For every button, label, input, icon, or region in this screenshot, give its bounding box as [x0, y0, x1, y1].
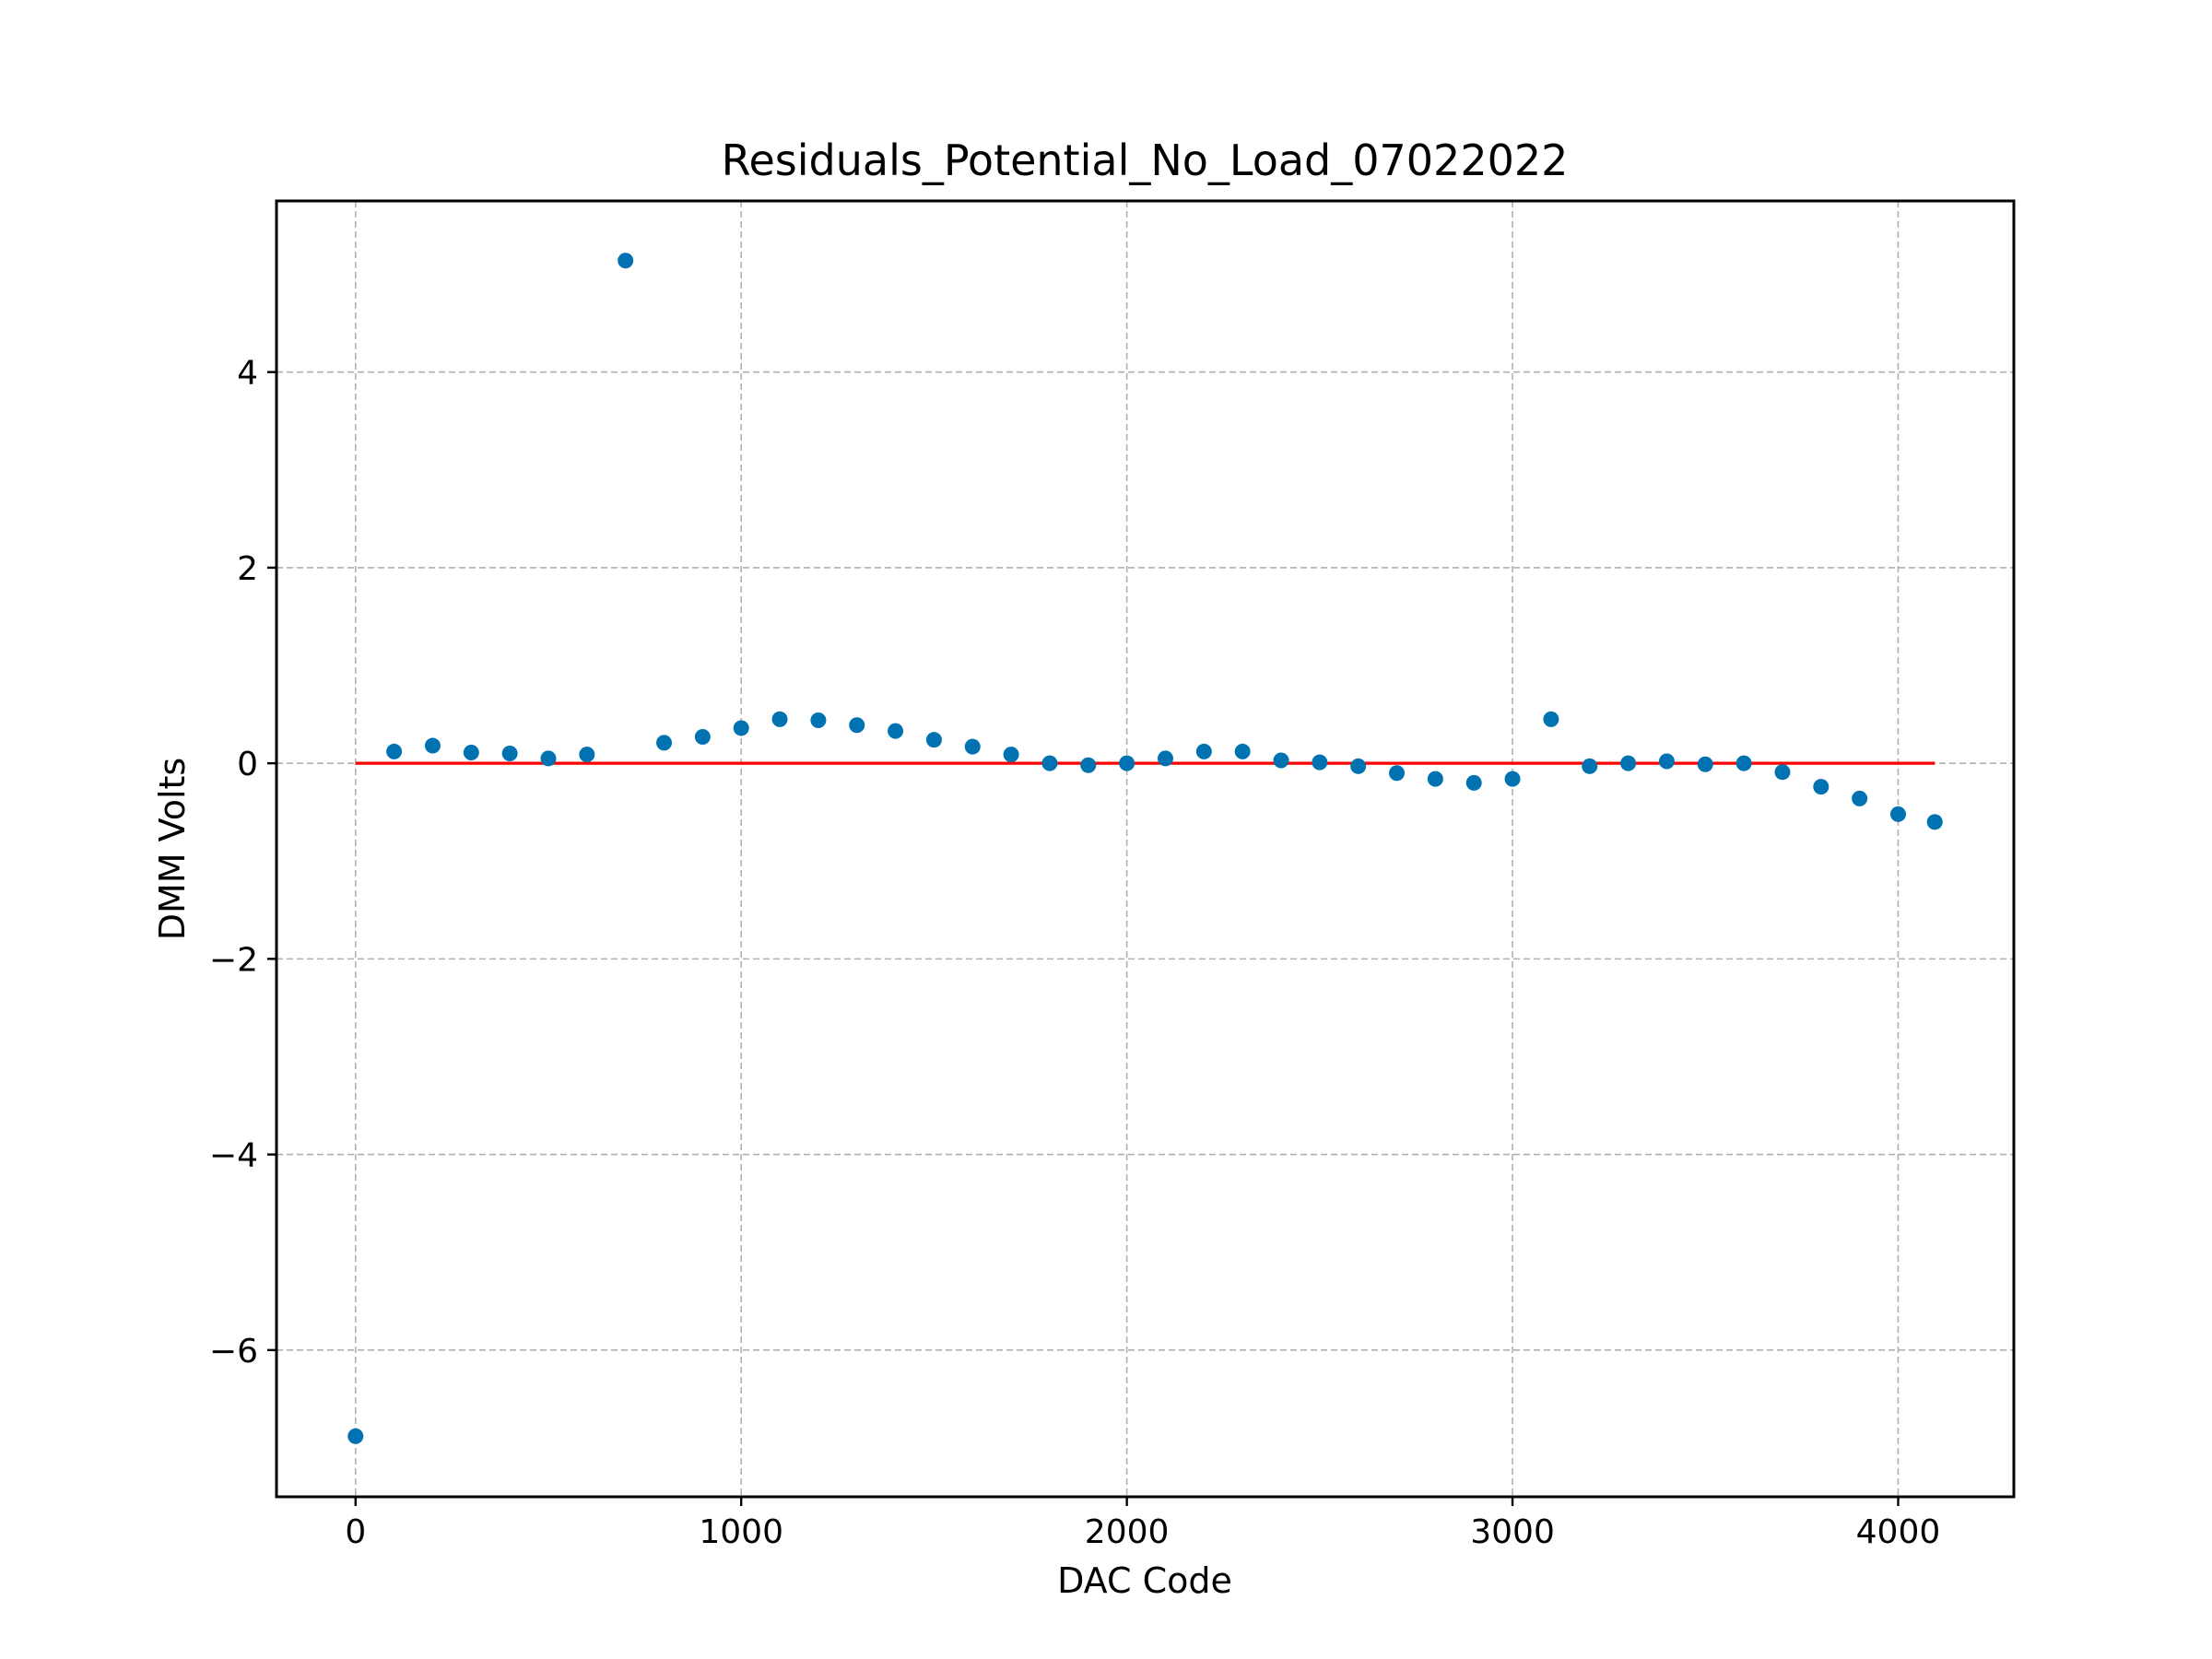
- y-tick-label: 0: [237, 746, 258, 783]
- data-point: [925, 732, 942, 748]
- data-point: [1582, 758, 1598, 774]
- data-point: [694, 729, 711, 746]
- data-point: [1234, 743, 1251, 759]
- data-point: [1926, 814, 1943, 830]
- data-point: [771, 711, 788, 727]
- data-point: [1543, 711, 1559, 727]
- data-point: [964, 738, 981, 755]
- data-point: [347, 1428, 364, 1444]
- data-point: [579, 747, 595, 763]
- y-tick-label: −4: [209, 1137, 258, 1175]
- x-tick-label: 2000: [1085, 1513, 1170, 1551]
- data-point: [1080, 757, 1097, 773]
- data-point: [1465, 774, 1482, 791]
- data-point: [1697, 756, 1713, 772]
- data-point: [1195, 743, 1212, 759]
- data-points: [347, 253, 1943, 1444]
- data-point: [888, 723, 904, 739]
- data-point: [424, 737, 441, 754]
- data-point: [386, 743, 403, 759]
- y-tick-label: 2: [237, 550, 258, 588]
- x-tick-label: 1000: [699, 1513, 783, 1551]
- data-point: [540, 750, 557, 767]
- data-point: [1003, 747, 1019, 763]
- data-point: [618, 253, 634, 269]
- data-point: [1273, 752, 1289, 769]
- x-tick-label: 4000: [1856, 1513, 1941, 1551]
- data-point: [1735, 755, 1752, 771]
- data-point: [1852, 790, 1868, 806]
- data-point: [1813, 779, 1830, 795]
- data-point: [1350, 758, 1367, 774]
- data-point: [1312, 754, 1328, 771]
- data-point: [1157, 750, 1173, 767]
- data-point: [1620, 755, 1637, 771]
- data-point: [501, 746, 518, 762]
- data-point: [1427, 771, 1443, 787]
- x-tick-label: 0: [345, 1513, 366, 1551]
- data-point: [1658, 753, 1675, 770]
- x-axis-title: DAC Code: [1057, 1560, 1232, 1601]
- data-point: [1889, 806, 1906, 822]
- data-point: [849, 717, 865, 734]
- y-axis-title: DMM Volts: [152, 758, 193, 940]
- plot-frame: [275, 199, 2016, 1499]
- data-point: [733, 720, 749, 736]
- y-tick-label: 4: [237, 355, 258, 393]
- data-point: [1041, 755, 1058, 771]
- data-point: [463, 744, 479, 760]
- x-tick-label: 3000: [1470, 1513, 1555, 1551]
- data-point: [656, 735, 673, 751]
- data-point: [1119, 755, 1135, 771]
- axis-ticks: 0 1000 2000 3000 4000 −6 −4 −2 0 2 4: [209, 355, 1940, 1551]
- data-point: [1389, 765, 1406, 782]
- y-tick-label: −6: [209, 1333, 258, 1371]
- data-point: [810, 712, 827, 728]
- y-tick-label: −2: [209, 941, 258, 979]
- data-point: [1504, 771, 1521, 787]
- grid-lines: [276, 201, 2014, 1497]
- chart-title: Residuals_Potential_No_Load_07022022: [722, 135, 1569, 185]
- data-point: [1774, 764, 1791, 781]
